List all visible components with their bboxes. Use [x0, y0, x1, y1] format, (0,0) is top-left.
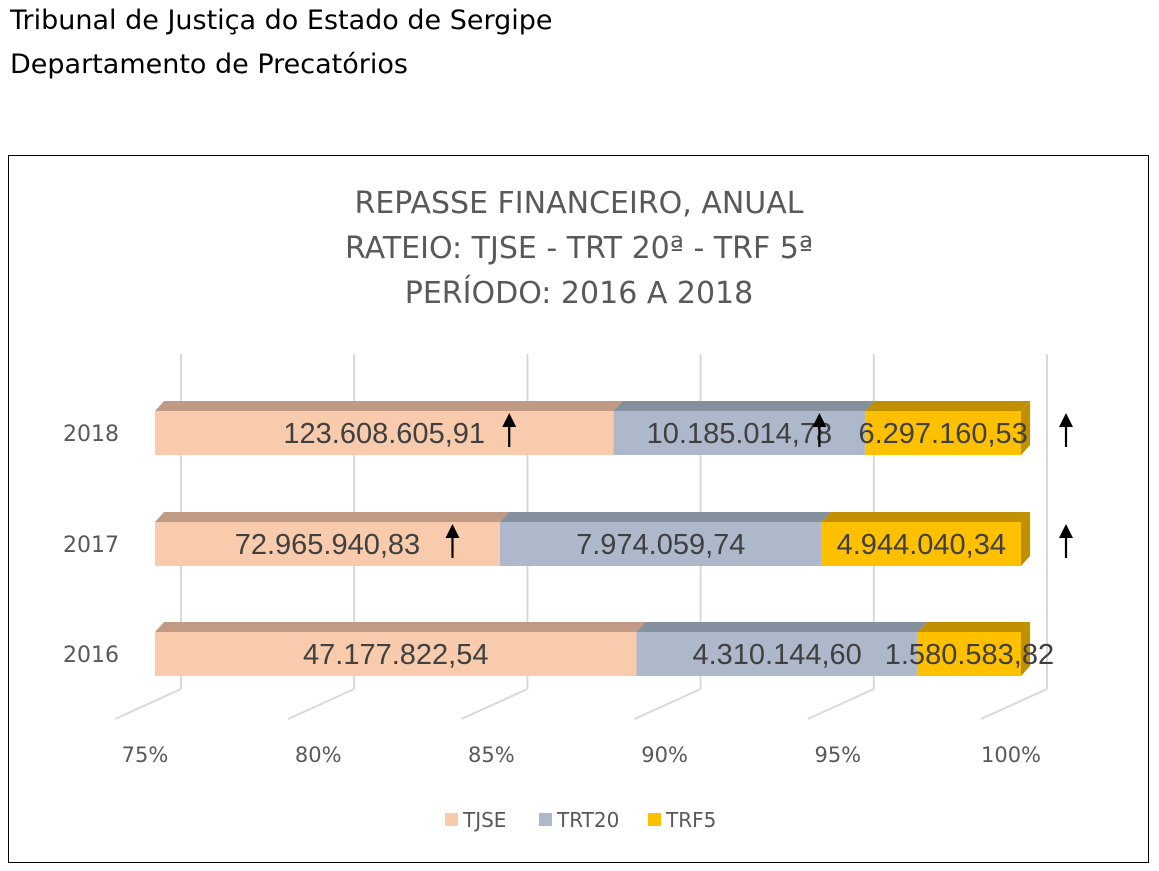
arrow-2017-tjse-head: [445, 524, 460, 538]
x-tick-label-75pct: 75%: [122, 743, 169, 767]
chart-frame: REPASSE FINANCEIRO, ANUAL RATEIO: TJSE - …: [8, 155, 1149, 863]
floor-line-5: [980, 688, 1048, 720]
data-label-2017-trf5: 4.944.040,34: [837, 529, 1006, 561]
chart-title-line-1: REPASSE FINANCEIRO, ANUAL: [354, 186, 803, 221]
header-department-name: Departamento de Precatórios: [10, 49, 408, 80]
bar-2018-trf5-top: [865, 401, 1031, 411]
arrow-2018-trt20: [812, 413, 827, 447]
x-tick-label-95pct: 95%: [814, 743, 861, 767]
year-label-2016: 2016: [63, 643, 119, 668]
data-labels: 123.608.605,91 10.185.014,78 6.297.160,53 7…: [235, 418, 1054, 671]
arrow-2017-trf5: [1059, 524, 1073, 558]
bar-2016-tjse: [155, 632, 637, 676]
arrow-2017-trf5-head: [1059, 524, 1073, 538]
bar-2016-trt20-top: [636, 622, 927, 632]
floor-line-3: [634, 688, 702, 720]
floor-line-0: [114, 688, 182, 720]
arrow-2018-tjse: [502, 413, 517, 447]
data-label-2017-tjse: 72.965.940,83: [235, 529, 420, 561]
chart-svg: REPASSE FINANCEIRO, ANUAL RATEIO: TJSE - …: [63, 186, 1073, 832]
bar-2018-trf5: [865, 411, 1021, 455]
legend-swatch-trt20: [539, 813, 552, 826]
legend-swatch-tjse: [445, 813, 458, 826]
data-label-2018-tjse: 123.608.605,91: [283, 418, 485, 450]
legend-label-trf5: TRF5: [665, 808, 716, 832]
arrow-2017-tjse: [445, 524, 460, 558]
bar-2018-tjse: [155, 411, 614, 455]
legend-label-tjse: TJSE: [462, 808, 506, 832]
data-label-2018-trf5: 6.297.160,53: [858, 418, 1027, 450]
bar-2017-trf5-top: [821, 512, 1031, 522]
bars: [155, 401, 1031, 676]
arrow-2018-trt20-head: [812, 413, 827, 427]
data-label-2018-trt20: 10.185.014,78: [647, 418, 832, 450]
bar-2017-trf5: [821, 522, 1021, 566]
arrow-2018-trf5: [1059, 413, 1073, 447]
bar-2018-tjse-top: [155, 401, 623, 411]
bar-2017-tjse: [155, 522, 500, 566]
year-label-2018: 2018: [63, 422, 119, 447]
bar-2016-trf5: [917, 632, 1021, 676]
data-label-2016-trf5: 1.580.583,82: [885, 639, 1054, 671]
bar-2018-trt20-top: [613, 401, 875, 411]
bar-2016-trf5-side: [1021, 622, 1031, 676]
bar-2016-tjse-top: [155, 622, 646, 632]
legend-swatch-trf5: [648, 813, 661, 826]
x-axis-tick-labels: 75% 80% 85% 90% 95% 100%: [122, 743, 1041, 767]
bar-2017-trt20-top: [499, 512, 831, 522]
chart-title-line-2: RATEIO: TJSE - TRT 20ª - TRF 5ª: [345, 231, 813, 266]
chart-title-line-3: PERÍODO: 2016 A 2018: [405, 275, 753, 311]
bar-2017-trf5-side: [1021, 512, 1031, 566]
chart-title: REPASSE FINANCEIRO, ANUAL RATEIO: TJSE - …: [345, 186, 813, 311]
legend-label-trt20: TRT20: [556, 808, 619, 832]
data-label-2016-tjse: 47.177.822,54: [303, 639, 488, 671]
bar-2017-tjse-top: [155, 512, 510, 522]
bar-2016-trt20: [636, 632, 918, 676]
bar-2016-trf5-top: [917, 622, 1031, 632]
arrow-markers: [445, 413, 1073, 558]
bar-2017-trt20: [499, 522, 822, 566]
bar-2018-trt20: [613, 411, 866, 455]
x-tick-label-85pct: 85%: [468, 743, 515, 767]
arrow-2018-tjse-head: [502, 413, 517, 427]
data-label-2017-trt20: 7.974.059,74: [576, 529, 745, 561]
legend: TJSE TRT20 TRF5: [445, 808, 716, 832]
bar-2018-trf5-side: [1021, 401, 1031, 455]
y-axis-category-labels: 2018 2017 2016: [63, 422, 119, 668]
data-label-2016-trt20: 4.310.144,60: [692, 639, 861, 671]
floor-line-1: [287, 688, 355, 720]
floor-line-4: [807, 688, 875, 720]
x-tick-label-100pct: 100%: [981, 743, 1041, 767]
year-label-2017: 2017: [63, 533, 119, 558]
x-tick-label-80pct: 80%: [295, 743, 342, 767]
arrow-2018-trf5-head: [1059, 413, 1073, 427]
floor-line-2: [460, 688, 528, 720]
x-tick-label-90pct: 90%: [641, 743, 688, 767]
header-court-name: Tribunal de Justiça do Estado de Sergipe: [10, 5, 553, 36]
